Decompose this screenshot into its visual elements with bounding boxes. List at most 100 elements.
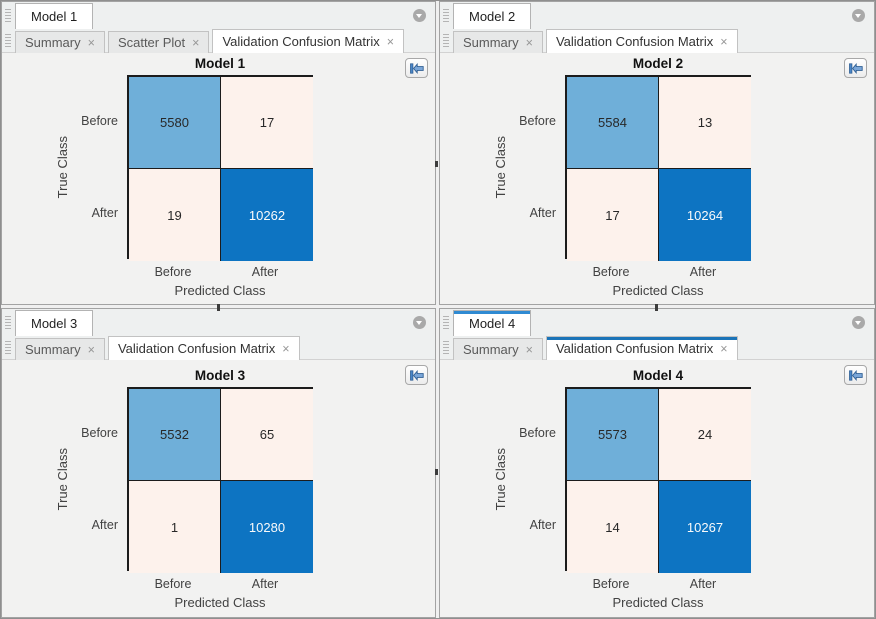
tab-scatter-plot[interactable]: Scatter Plot × [107,31,210,53]
view-tab-bar: Summary × Validation Confusion Matrix × [440,336,874,360]
dock-left-button[interactable] [405,365,428,385]
tab-validation-confusion-matrix[interactable]: Validation Confusion Matrix × [107,336,300,360]
document-tab-model-1[interactable]: Model 1 [15,3,94,29]
document-tab-label: Model 2 [469,9,516,24]
horizontal-splitter-handle[interactable] [655,304,658,311]
confusion-matrix-chart: Model 3 True Class Before After 5532 65 … [53,368,313,615]
matrix-grid: 5532 65 1 10280 [127,387,313,573]
dock-left-button[interactable] [405,58,428,78]
close-icon[interactable]: × [87,342,95,357]
x-tick-labels: Before After [127,259,313,283]
tab-label: Validation Confusion Matrix [555,34,714,49]
x-tick-labels: Before After [565,571,751,595]
tab-summary[interactable]: Summary × [15,338,105,360]
x-tick-label: Before [154,577,192,591]
close-icon[interactable]: × [525,35,533,50]
close-icon[interactable]: × [720,34,728,49]
drag-grip-icon[interactable] [443,34,449,48]
tab-validation-confusion-matrix[interactable]: Validation Confusion Matrix × [212,29,405,53]
vertical-splitter-handle[interactable] [435,161,438,167]
drag-grip-icon[interactable] [5,34,11,48]
tab-label: Summary [25,35,81,50]
horizontal-splitter-handle[interactable] [217,304,220,311]
drag-grip-icon[interactable] [443,315,449,330]
matrix-cell: 19 [129,169,221,261]
y-tick-label: Before [81,114,118,128]
y-tick-labels: Before After [509,75,565,259]
close-icon[interactable]: × [525,342,533,357]
document-tab-bar: Model 3 [2,309,435,336]
chart-title: Model 2 [632,56,684,71]
drag-grip-icon[interactable] [5,315,11,330]
collapse-circle-icon[interactable] [852,9,865,22]
plot-panel: Model 4 True Class Before After 5573 24 … [440,360,874,617]
tab-summary[interactable]: Summary × [453,31,543,53]
x-tick-labels: Before After [127,571,313,595]
panel-model-3: Model 3 Summary × Validation Confusion M… [1,308,436,618]
collapse-circle-icon[interactable] [852,316,865,329]
matrix-cell: 10262 [221,169,313,261]
dock-left-arrow-icon [409,62,424,74]
drag-grip-icon[interactable] [443,341,449,355]
dock-left-arrow-icon [409,369,424,381]
close-icon[interactable]: × [720,341,728,356]
chart-title: Model 1 [194,56,246,71]
y-tick-label: Before [519,426,556,440]
view-tab-bar: Summary × Validation Confusion Matrix × [2,336,435,360]
drag-grip-icon[interactable] [5,8,11,23]
matrix-cell: 10280 [221,481,313,573]
x-tick-label: Before [592,265,630,279]
matrix-cell: 10264 [659,169,751,261]
document-tab-model-3[interactable]: Model 3 [15,310,94,336]
collapse-circle-icon[interactable] [413,9,426,22]
x-tick-labels: Before After [565,259,751,283]
close-icon[interactable]: × [192,35,200,50]
dock-left-button[interactable] [844,365,867,385]
matrix-cell: 17 [221,77,313,169]
x-tick-label: After [251,577,279,591]
vertical-splitter-handle[interactable] [435,469,438,475]
confusion-matrix-chart: Model 2 True Class Before After 5584 13 … [491,56,751,303]
close-icon[interactable]: × [282,341,290,356]
y-axis-label: True Class [54,447,70,511]
drag-grip-icon[interactable] [5,341,11,355]
document-tab-bar: Model 1 [2,2,435,29]
tab-validation-confusion-matrix[interactable]: Validation Confusion Matrix × [545,336,738,360]
document-tab-label: Model 1 [31,9,78,24]
panel-model-1: Model 1 Summary × Scatter Plot × Validat… [1,1,436,305]
tab-validation-confusion-matrix[interactable]: Validation Confusion Matrix × [545,29,738,53]
matrix-cell: 14 [567,481,659,573]
view-tab-bar: Summary × Validation Confusion Matrix × [440,29,874,53]
x-axis-label: Predicted Class [174,283,266,298]
drag-grip-icon[interactable] [443,8,449,23]
plot-panel: Model 2 True Class Before After 5584 13 … [440,53,874,304]
close-icon[interactable]: × [386,34,395,49]
y-tick-labels: Before After [71,75,127,259]
document-tab-model-4[interactable]: Model 4 [453,310,532,336]
y-tick-label: After [529,206,556,220]
tab-summary[interactable]: Summary × [453,338,543,360]
panel-model-4: Model 4 Summary × Validation Confusion M… [439,308,875,618]
chart-title: Model 4 [632,368,684,383]
document-tab-bar: Model 2 [440,2,874,29]
dock-left-arrow-icon [848,62,863,74]
collapse-circle-icon[interactable] [413,316,426,329]
y-axis-label: True Class [54,135,70,199]
tab-label: Summary [463,35,519,50]
matrix-cell: 24 [659,389,751,481]
matrix-cell: 13 [659,77,751,169]
close-icon[interactable]: × [87,35,95,50]
y-tick-labels: Before After [71,387,127,571]
y-tick-label: After [91,518,118,532]
document-tab-model-2[interactable]: Model 2 [453,3,532,29]
x-axis-label: Predicted Class [612,595,704,610]
tab-summary[interactable]: Summary × [15,31,105,53]
matrix-cell: 17 [567,169,659,261]
dock-left-button[interactable] [844,58,867,78]
tab-label: Summary [463,342,519,357]
confusion-matrix-chart: Model 1 True Class Before After 5580 17 … [53,56,313,303]
y-tick-labels: Before After [509,387,565,571]
matrix-cell: 5573 [567,389,659,481]
y-tick-label: Before [81,426,118,440]
